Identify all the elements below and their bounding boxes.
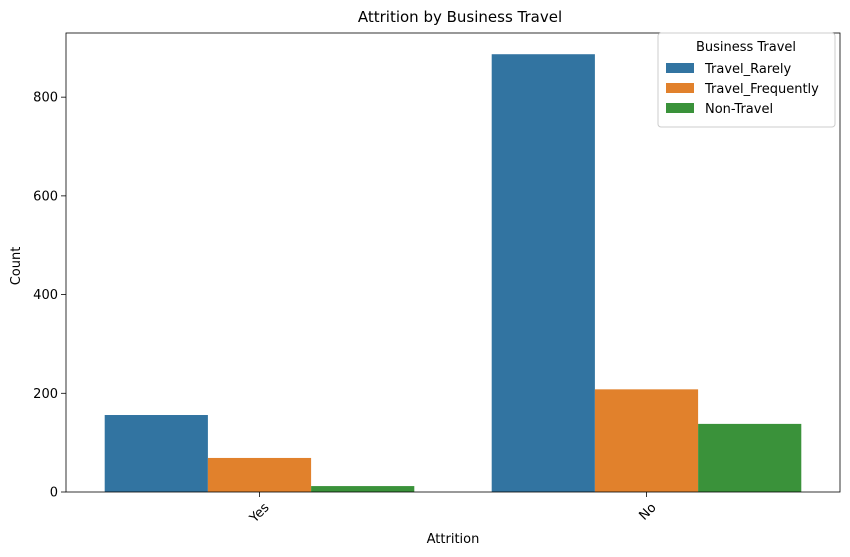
y-axis-title: Count [9, 247, 24, 286]
legend-label-non-travel: Non-Travel [705, 102, 773, 117]
bar-travel_rarely-no [491, 54, 595, 492]
y-tick-label: 400 [33, 288, 58, 303]
x-axis-title: Attrition [427, 532, 480, 547]
legend-swatch-non-travel [666, 103, 694, 113]
axes-frame [65, 32, 841, 493]
plot-area: 0 200 400 600 800 Yes No [33, 32, 841, 527]
legend-label-travel_frequently: Travel_Frequently [704, 82, 819, 97]
bar-non-travel-no [698, 423, 802, 492]
legend-swatch-travel_rarely [666, 63, 694, 73]
y-tick-label: 200 [33, 387, 58, 402]
bar-travel_frequently-yes [207, 457, 312, 492]
legend-label-travel_rarely: Travel_Rarely [704, 62, 792, 77]
legend-title: Business Travel [696, 40, 796, 55]
legend-swatch-travel_frequently [666, 83, 694, 93]
x-tick-label: Yes [246, 500, 272, 526]
bar-non-travel-yes [311, 486, 415, 492]
y-tick-label: 600 [33, 189, 58, 204]
y-tick-label: 800 [33, 91, 58, 106]
legend: Business Travel Travel_Rarely Travel_Freq… [657, 32, 836, 128]
bar-travel_frequently-no [594, 389, 699, 492]
x-tick-label: No [636, 500, 659, 523]
bar-travel_rarely-yes [104, 415, 208, 492]
legend-frame [657, 32, 836, 128]
chart-title: Attrition by Business Travel [358, 8, 562, 26]
y-tick-label: 0 [50, 486, 58, 501]
